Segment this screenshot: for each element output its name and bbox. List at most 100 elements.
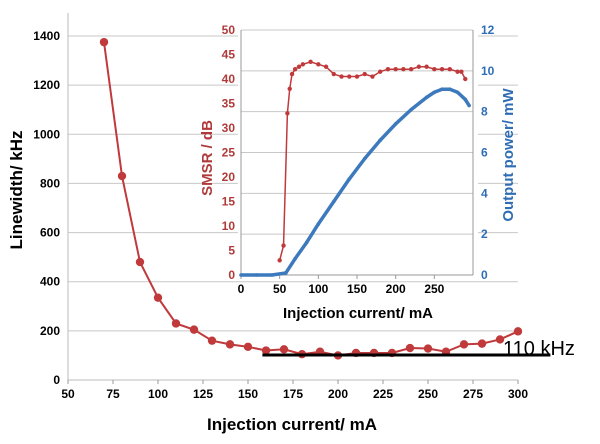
inset-smsr-point xyxy=(323,64,329,69)
inset-smsr-point xyxy=(432,67,437,72)
inset-smsr-point xyxy=(354,74,360,79)
inset-left-tick-label: 0 xyxy=(228,268,235,282)
inset-smsr-point xyxy=(393,67,398,72)
inset-power-point xyxy=(432,90,437,95)
main-data-point xyxy=(171,319,181,328)
inset-x-tick-label: 200 xyxy=(386,282,406,296)
inset-power-point xyxy=(393,122,398,126)
main-y-tick-labels: 0 200 400 600 800 1000 1200 1400 xyxy=(33,29,60,387)
inset-x-axis-title: Injection current/ mA xyxy=(283,305,433,322)
inset-left-tick-label: 45 xyxy=(222,48,236,62)
main-x-tick-label: 100 xyxy=(148,387,168,401)
inset-left-tick-label: 20 xyxy=(222,170,236,184)
main-x-tick-labels: 50 75 100 125 150 175 200 225 250 275 300 xyxy=(61,387,528,401)
main-x-tick-label: 125 xyxy=(193,387,213,401)
inset-left-tick-label: 25 xyxy=(222,146,236,160)
inset-smsr-point xyxy=(277,258,282,263)
inset-power-point xyxy=(270,273,274,277)
main-y-tick-label: 1000 xyxy=(33,127,60,141)
inset-x-tick-label: 150 xyxy=(347,282,367,296)
inset-right-tick-label: 0 xyxy=(481,268,488,282)
main-data-point xyxy=(153,293,163,302)
main-x-tick-label: 175 xyxy=(283,387,303,401)
main-axes xyxy=(67,13,519,384)
inset-power-point xyxy=(409,107,413,112)
inset-smsr-point xyxy=(339,74,344,79)
inset-smsr-point xyxy=(416,64,422,69)
main-data-point xyxy=(99,37,109,47)
inset-output-power-series xyxy=(239,87,471,277)
main-x-tick-label: 275 xyxy=(463,387,483,401)
main-y-axis-title: Linewidth/ kHz xyxy=(7,131,26,250)
inset-power-point xyxy=(362,156,367,161)
inset-smsr-point xyxy=(408,67,414,72)
main-y-tick-label: 800 xyxy=(40,176,60,190)
inset-smsr-point xyxy=(424,64,429,69)
main-data-point xyxy=(459,340,469,349)
inset-right-tick-label: 10 xyxy=(481,64,495,78)
reference-line-label: 110 kHz xyxy=(503,338,575,360)
inset-power-point xyxy=(347,177,352,181)
main-data-point xyxy=(207,336,217,345)
inset-smsr-point xyxy=(362,71,367,77)
inset-x-tick-label: 250 xyxy=(424,282,444,296)
inset-smsr-point xyxy=(285,111,290,116)
inset-smsr-point xyxy=(463,76,468,82)
inset-x-tick-label: 0 xyxy=(238,282,245,296)
inset-right-tick-label: 2 xyxy=(481,227,488,241)
main-data-point xyxy=(423,344,433,353)
inset-chart: 0 50 100 150 200 250 0 5 10 15 20 25 30 35 40 45 50 0 2 4… xyxy=(199,23,517,322)
main-data-point xyxy=(477,339,487,348)
inset-power-point xyxy=(378,138,383,143)
inset-power-point xyxy=(455,90,460,95)
inset-left-axis-title: SMSR / dB xyxy=(199,120,216,196)
inset-smsr-point xyxy=(287,86,292,92)
inset-power-point xyxy=(448,87,452,92)
inset-smsr-point xyxy=(296,64,302,69)
inset-right-tick-label: 6 xyxy=(481,146,488,160)
inset-left-tick-label: 30 xyxy=(222,121,236,135)
inset-power-point xyxy=(316,222,321,226)
inset-smsr-series xyxy=(277,59,468,263)
inset-power-point xyxy=(440,87,444,92)
inset-smsr-point xyxy=(378,69,383,74)
inset-smsr-point xyxy=(370,74,375,79)
inset-left-tick-labels: 0 5 10 15 20 25 30 35 40 45 50 xyxy=(222,23,236,282)
main-data-point xyxy=(279,345,289,354)
main-y-tick-label: 400 xyxy=(40,275,60,289)
inset-smsr-point xyxy=(300,62,306,67)
inset-power-point xyxy=(463,97,468,102)
inset-power-point xyxy=(293,256,297,261)
inset-left-tick-label: 35 xyxy=(222,97,236,111)
inset-power-point xyxy=(254,273,259,277)
inset-left-tick-label: 50 xyxy=(222,23,236,37)
inset-left-tick-label: 5 xyxy=(228,244,235,258)
main-data-point xyxy=(495,335,505,344)
main-data-point xyxy=(405,343,415,353)
inset-left-tick-label: 40 xyxy=(222,72,236,86)
main-x-tick-label: 75 xyxy=(106,387,120,401)
inset-smsr-point xyxy=(455,69,460,74)
inset-gridlines xyxy=(241,29,473,235)
inset-smsr-point xyxy=(385,67,391,72)
inset-smsr-point xyxy=(281,243,286,248)
main-y-tick-label: 200 xyxy=(40,324,60,338)
inset-smsr-point xyxy=(439,67,445,72)
main-y-tick-label: 0 xyxy=(53,373,60,387)
inset-smsr-point xyxy=(347,74,352,79)
inset-x-tick-label: 100 xyxy=(308,282,328,296)
inset-power-point xyxy=(424,95,429,100)
main-x-tick-label: 200 xyxy=(328,387,348,401)
inset-right-tick-labels: 0 2 4 6 8 10 12 xyxy=(481,23,495,282)
inset-right-tick-label: 4 xyxy=(481,186,488,200)
main-data-point xyxy=(189,325,199,334)
main-x-tick-label: 250 xyxy=(418,387,438,401)
inset-x-tick-labels: 0 50 100 150 200 250 xyxy=(238,282,445,296)
inset-right-tick-label: 8 xyxy=(481,105,488,119)
inset-left-tick-label: 15 xyxy=(222,195,236,209)
inset-smsr-point xyxy=(292,67,298,72)
main-x-axis-title: Injection current/ mA xyxy=(207,415,377,434)
inset-power-point xyxy=(284,271,288,275)
main-x-tick-label: 225 xyxy=(373,387,393,401)
inset-power-point xyxy=(239,273,243,277)
